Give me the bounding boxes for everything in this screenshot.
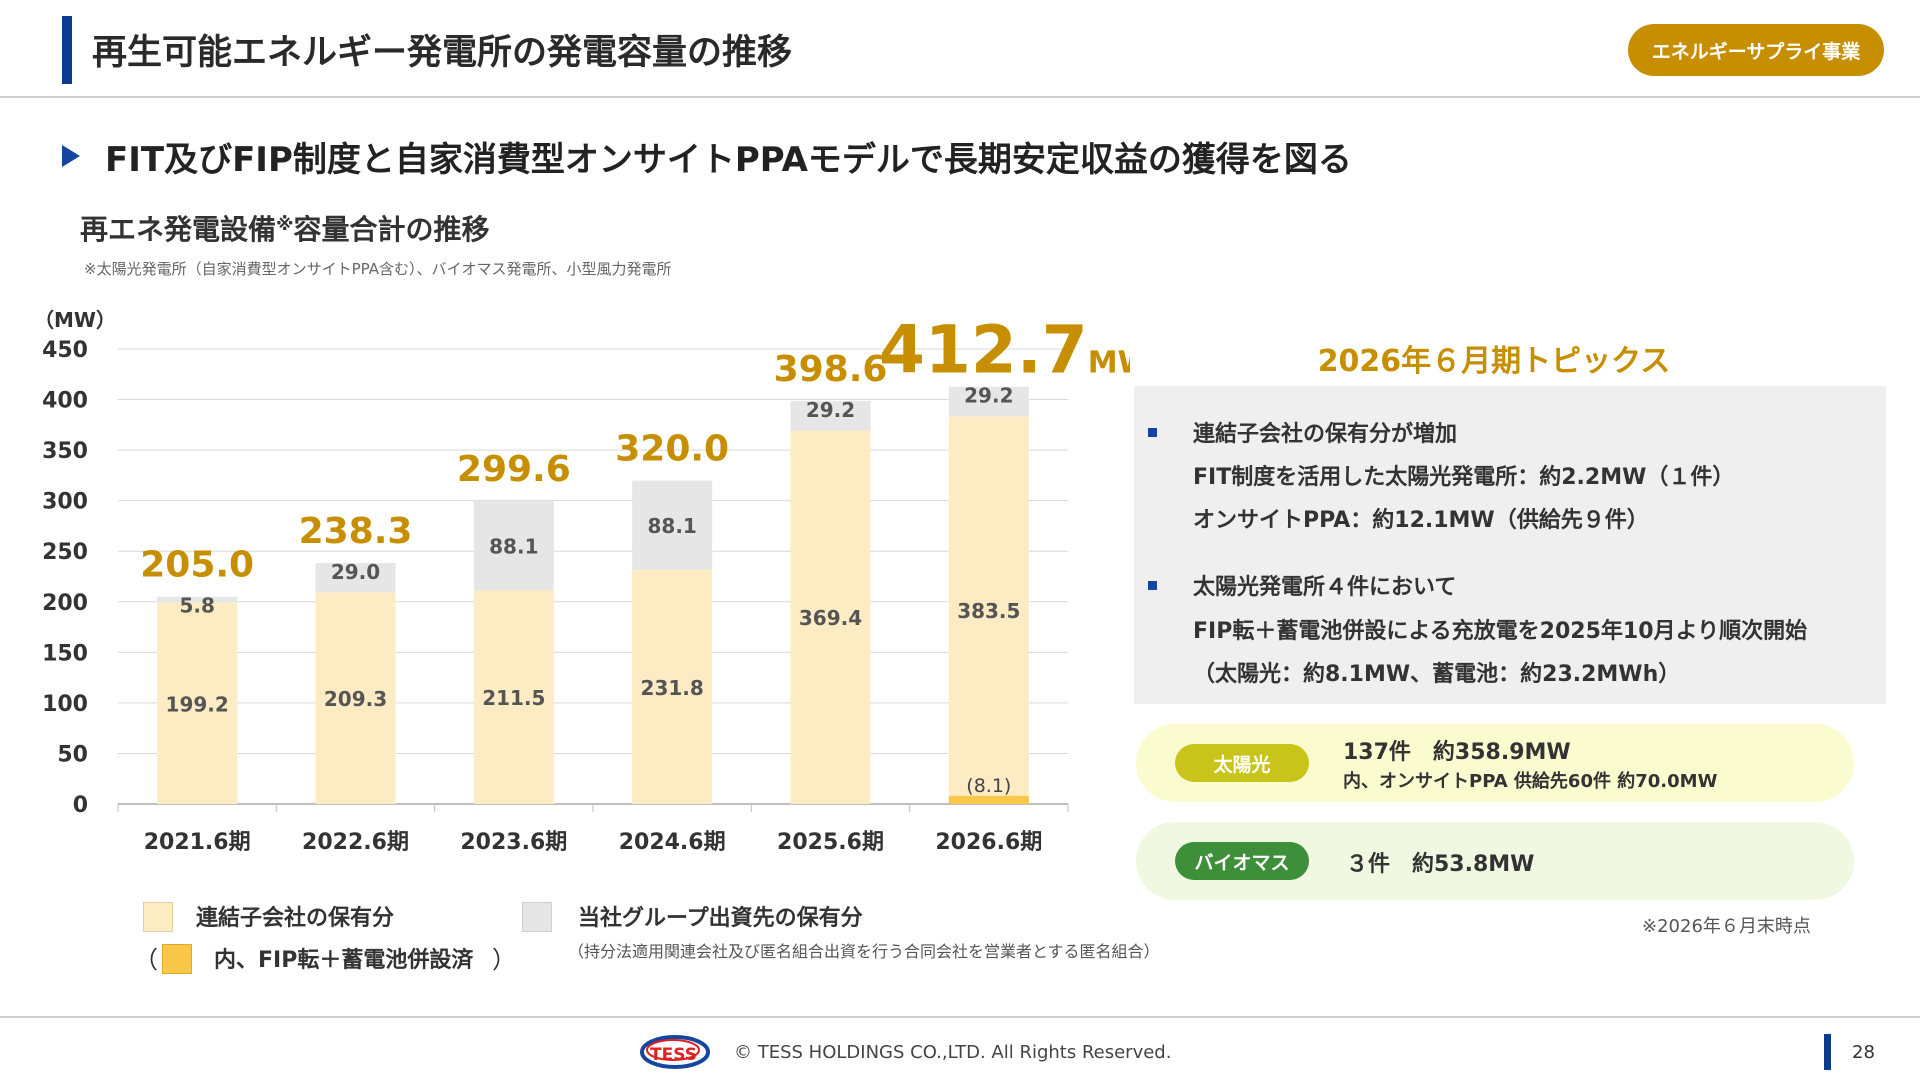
y-tick-label: 300 xyxy=(42,490,88,515)
biomass-summary-line-1: ３件 約53.8MW xyxy=(1346,852,1535,877)
consolidated-value-label: 199.2 xyxy=(166,692,229,716)
biomass-tag: バイオマス xyxy=(1175,842,1309,880)
total-value-label: 398.6 xyxy=(774,349,888,390)
bar-consolidated xyxy=(948,416,1029,804)
legend-label-consolidated: 連結子会社の保有分 xyxy=(196,906,395,931)
y-tick-label: 200 xyxy=(42,591,88,616)
consolidated-value-label: 231.8 xyxy=(641,676,704,700)
bar-consolidated xyxy=(315,592,396,804)
bar-group xyxy=(473,501,554,591)
header-accent-bar xyxy=(62,16,72,84)
topic-1-line-2: FIT制度を活用した太陽光発電所：約2.2MW（１件） xyxy=(1193,465,1735,490)
legend-swatch-consolidated xyxy=(143,902,173,932)
topic-2-line-3: （太陽光：約8.1MW、蓄電池：約23.2MWh） xyxy=(1193,662,1681,687)
triangle-bullet-icon xyxy=(62,145,80,167)
bar-group xyxy=(157,596,238,603)
y-tick-label: 0 xyxy=(73,793,88,818)
legend-label-group: 当社グループ出資先の保有分 xyxy=(578,906,863,931)
bar-consolidated xyxy=(473,590,554,804)
x-tick-label: 2024.6期 xyxy=(619,830,726,855)
y-tick-label: 400 xyxy=(42,389,88,414)
copyright-text: © TESS HOLDINGS CO.,LTD. All Rights Rese… xyxy=(734,1042,1172,1063)
total-value-label: 205.0 xyxy=(140,545,254,586)
fip-value-label: (8.1) xyxy=(966,775,1011,797)
topic-2-line-2: FIP転＋蓄電池併設による充放電を2025年10月より順次開始 xyxy=(1193,619,1808,644)
group-value-label: 29.2 xyxy=(964,384,1013,408)
solar-summary-line-1: 137件 約358.9MW xyxy=(1343,740,1571,765)
consolidated-value-label: 209.3 xyxy=(324,687,387,711)
consolidated-value-label: 211.5 xyxy=(482,686,545,710)
legend-paren-close: ） xyxy=(492,946,516,974)
total-value-label: 299.6 xyxy=(457,449,571,490)
solar-summary-line-2: 内、オンサイトPPA 供給先60件 約70.0MW xyxy=(1343,771,1718,792)
bar-consolidated xyxy=(157,602,238,804)
bar-group xyxy=(315,563,396,593)
bar-consolidated xyxy=(790,430,871,804)
bar-fip xyxy=(948,795,1029,804)
chart-title: 再エネ発電設備※容量合計の推移 xyxy=(80,208,490,248)
slide-subtitle: FIT及びFIP制度と自家消費型オンサイトPPAモデルで長期安定収益の獲得を図る xyxy=(105,140,1352,180)
capacity-bar-chart: （MW） 0 50 100 150 200 250 300 350 400 450 199.2 5.8 2… xyxy=(34,308,1130,855)
bar-consolidated xyxy=(632,569,713,804)
legend-paren-open: （ xyxy=(134,946,158,974)
legend-group-note: （持分法適用関連会社及び匿名組合出資を行う合同会社を営業者とする匿名組合） xyxy=(568,942,1160,961)
topic-1-line-1: 連結子会社の保有分が増加 xyxy=(1193,422,1458,447)
legend-swatch-group xyxy=(522,902,552,932)
footer-accent-bar xyxy=(1824,1034,1831,1070)
bar-group xyxy=(948,386,1029,417)
total-value-label: 238.3 xyxy=(299,511,413,552)
total-unit-label: MW xyxy=(1088,346,1130,381)
total-value-label: 320.0 xyxy=(615,429,729,470)
y-axis-unit: （MW） xyxy=(34,308,116,332)
chart-footnote: ※太陽光発電所（自家消費型オンサイトPPA含む）、バイオマス発電所、小型風力発電… xyxy=(84,260,672,278)
solar-tag: 太陽光 xyxy=(1175,744,1309,782)
page-number: 28 xyxy=(1852,1042,1875,1063)
consolidated-value-label: 369.4 xyxy=(799,606,862,630)
y-tick-label: 450 xyxy=(42,338,88,363)
y-tick-label: 50 xyxy=(57,742,88,767)
tess-logo: TESS xyxy=(640,1035,710,1069)
segment-badge: エネルギーサプライ事業 xyxy=(1628,24,1884,76)
y-tick-label: 250 xyxy=(42,540,88,565)
consolidated-value-label: 383.5 xyxy=(957,599,1020,623)
page-title: 再生可能エネルギー発電所の発電容量の推移 xyxy=(92,33,793,73)
y-tick-label: 350 xyxy=(42,439,88,464)
legend-swatch-fip xyxy=(162,944,192,974)
footer-divider xyxy=(0,1016,1920,1018)
logo-text: TESS xyxy=(650,1045,697,1065)
x-tick-label: 2026.6期 xyxy=(935,830,1042,855)
x-tick-label: 2021.6期 xyxy=(144,830,251,855)
legend-label-fip: 内、FIP転＋蓄電池併設済 xyxy=(214,948,474,973)
topic-1-line-3: オンサイトPPA：約12.1MW（供給先９件） xyxy=(1193,508,1649,533)
group-value-label: 5.8 xyxy=(179,594,214,618)
bar-group xyxy=(632,480,713,570)
group-value-label: 29.0 xyxy=(331,560,380,584)
header-divider xyxy=(0,96,1920,98)
group-value-label: 88.1 xyxy=(647,514,696,538)
topics-panel xyxy=(1134,386,1886,704)
chart-title-suffix: 容量合計の推移 xyxy=(293,213,490,246)
x-tick-label: 2023.6期 xyxy=(460,830,567,855)
topics-title: 2026年６月期トピックス xyxy=(1317,344,1671,379)
group-value-label: 88.1 xyxy=(489,535,538,559)
group-value-label: 29.2 xyxy=(806,398,855,422)
x-tick-label: 2025.6期 xyxy=(777,830,884,855)
topic-2-line-1: 太陽光発電所４件において xyxy=(1193,575,1457,600)
topic-bullet-icon xyxy=(1148,581,1157,590)
chart-title-mark: ※ xyxy=(276,214,294,235)
bar-group xyxy=(790,400,871,431)
x-tick-label: 2022.6期 xyxy=(302,830,409,855)
total-value-label: 412.7MW xyxy=(879,312,1130,389)
y-tick-label: 100 xyxy=(42,692,88,717)
topic-bullet-icon xyxy=(1148,428,1157,437)
chart-title-main: 再エネ発電設備 xyxy=(80,213,277,246)
as-of-note: ※2026年６月末時点 xyxy=(1642,916,1811,937)
y-tick-label: 150 xyxy=(42,641,88,666)
